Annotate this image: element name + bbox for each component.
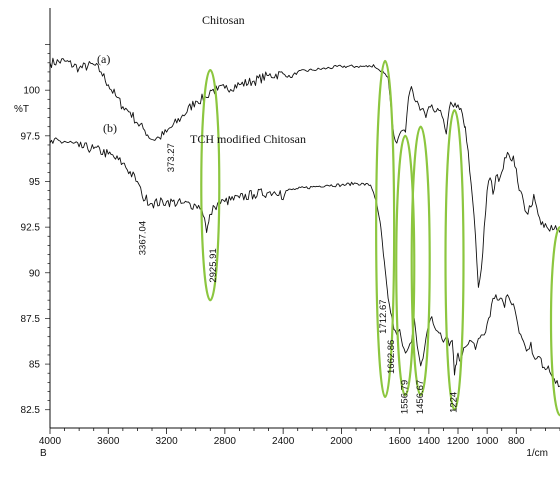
peak-label: 2925.91 — [208, 248, 219, 282]
x-tick-label: 800 — [508, 436, 525, 447]
x-axis-label: 1/cm — [526, 448, 548, 459]
highlight-layer — [200, 59, 560, 417]
y-axis-label: %T — [14, 104, 29, 115]
x-axis-marker: B — [40, 448, 47, 459]
series-marker-b: (b) — [103, 121, 117, 135]
label-layer: 4000 3600 3200 2800 2400 2000 1600 1400 1200 1000… — [14, 13, 548, 459]
highlight-ellipse — [375, 59, 396, 399]
y-tick-label: 90 — [29, 268, 41, 279]
x-tick-label: 1000 — [476, 436, 499, 447]
x-tick-label: 2000 — [330, 436, 353, 447]
y-tick-label: 95 — [29, 177, 41, 188]
peak-label: 1662.86 — [386, 340, 397, 374]
series-marker-a: (a) — [97, 52, 110, 66]
highlight-ellipse — [444, 109, 465, 411]
x-tick-label: 3200 — [155, 436, 178, 447]
peak-label: 1556.79 — [400, 380, 411, 414]
y-tick-label: 92.5 — [21, 223, 41, 234]
series-line-tch-modified-chitosan — [50, 137, 560, 388]
x-tick-label: 3600 — [97, 436, 120, 447]
series-line-chitosan — [50, 57, 560, 288]
series-label-tch: TCH modified Chitosan — [190, 132, 306, 146]
x-tick-label: 2800 — [214, 436, 237, 447]
chart-title: Chitosan — [202, 13, 245, 27]
peak-label: 1456.67 — [415, 380, 426, 414]
peak-label: 373.27 — [166, 143, 177, 172]
peak-label: 1712.67 — [378, 299, 389, 333]
series-layer — [50, 57, 560, 388]
highlight-ellipse — [395, 134, 416, 397]
x-tick-label: 1400 — [418, 436, 441, 447]
x-tick-label: 1600 — [389, 436, 412, 447]
x-tick-label: 1200 — [447, 436, 470, 447]
axis-layer — [45, 8, 560, 434]
y-tick-label: 82.5 — [21, 405, 41, 416]
peak-label: 1224 — [449, 392, 460, 413]
x-tick-label: 2400 — [272, 436, 295, 447]
highlight-ellipse — [549, 226, 560, 417]
highlight-ellipse — [410, 125, 431, 397]
y-tick-label: 87.5 — [21, 314, 41, 325]
highlight-ellipse — [200, 68, 221, 302]
y-tick-label: 97.5 — [21, 131, 41, 142]
y-tick-label: 100 — [23, 86, 40, 97]
peak-label: 3367.04 — [137, 221, 148, 255]
x-tick-label: 4000 — [39, 436, 62, 447]
y-tick-label: 85 — [29, 360, 41, 371]
